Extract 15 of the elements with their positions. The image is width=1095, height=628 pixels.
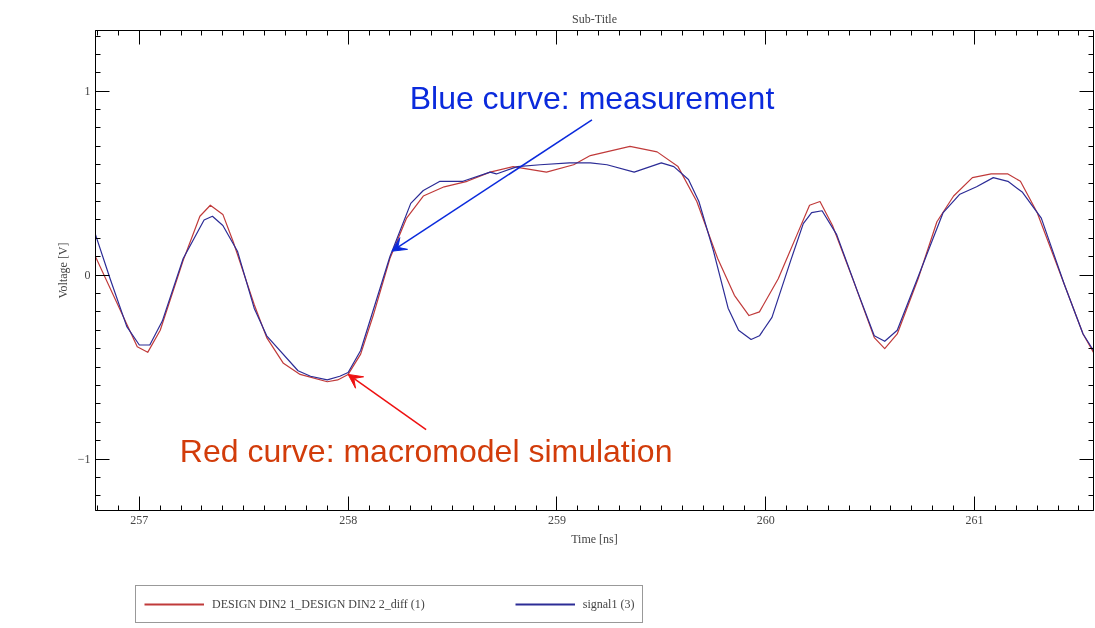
x-tick-label: 261: [965, 512, 984, 527]
y-axis-title: Voltage [V]: [55, 242, 70, 299]
chart-title: Sub-Title: [572, 11, 617, 26]
annotation: Red curve: macromodel simulation: [179, 433, 673, 470]
annotation: Blue curve: measurement: [409, 80, 775, 117]
x-tick-label: 258: [339, 512, 358, 527]
legend-label: signal1 (3): [582, 596, 635, 612]
y-tick-label: −1: [77, 452, 91, 467]
x-tick-label: 260: [756, 512, 775, 527]
legend-label: DESIGN DIN2 1_DESIGN DIN2 2_diff (1): [212, 596, 425, 612]
x-tick-label: 257: [130, 512, 149, 527]
x-axis-title: Time [ns]: [571, 531, 618, 546]
y-tick-label: 0: [84, 268, 91, 283]
x-tick-label: 259: [547, 512, 566, 527]
y-tick-label: 1: [84, 84, 91, 99]
